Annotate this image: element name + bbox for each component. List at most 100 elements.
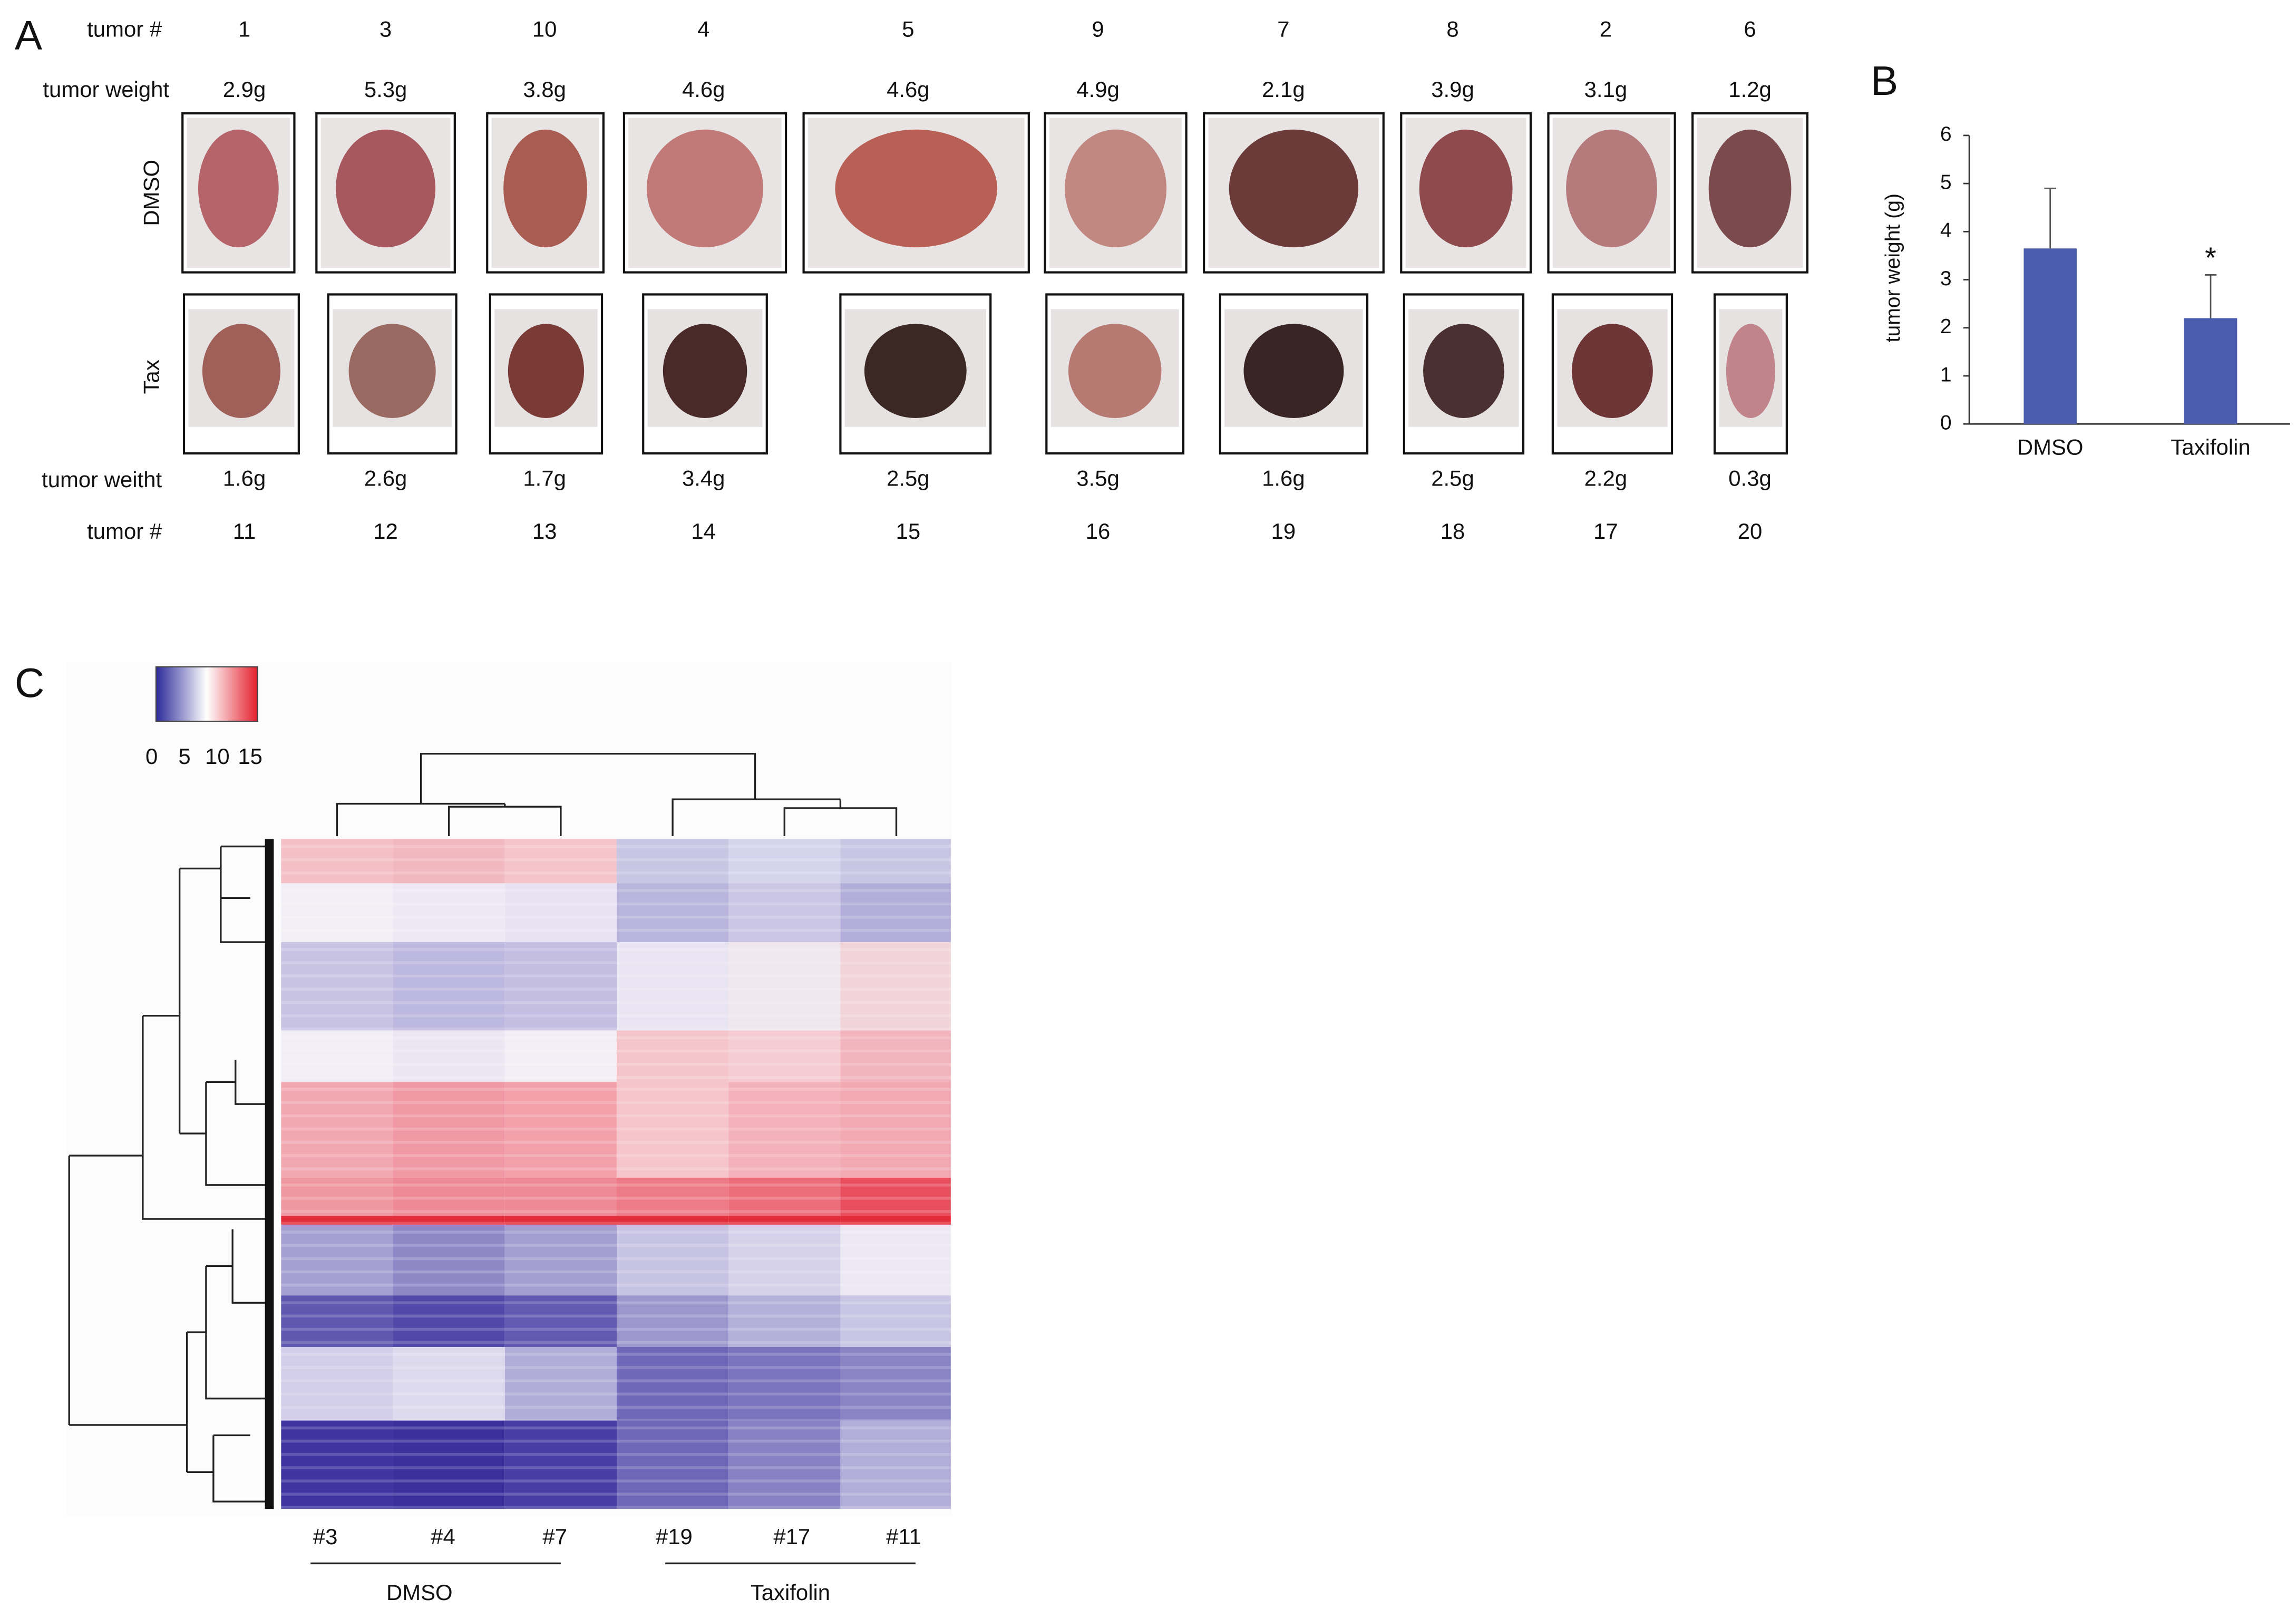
heatmap-stripe (840, 1270, 951, 1274)
heatmap-band (504, 942, 617, 1031)
heatmap-stripe (616, 948, 729, 951)
tumor-weight: 1.6g (1262, 466, 1305, 490)
heatmap-stripe (504, 1453, 617, 1456)
heatmap-stripe (393, 1154, 505, 1157)
heatmap-stripe (840, 1028, 951, 1031)
tumor-weight: 2.5g (1431, 466, 1474, 490)
heatmap-stripe (840, 845, 951, 848)
heatmap-stripe (728, 1453, 841, 1456)
tumor-photo-frame (486, 112, 605, 274)
y-axis-label: tumor weight (g) (1882, 193, 1904, 342)
heatmap-stripe (616, 871, 729, 875)
colorbar-tick-label: 15 (238, 744, 262, 769)
heatmap-stripe (393, 1341, 505, 1344)
tumor-number: 10 (532, 17, 557, 42)
heatmap-stripe (281, 1167, 393, 1170)
heatmap-stripe (393, 1392, 505, 1396)
heatmap-stripe (281, 1492, 393, 1496)
heatmap-stripe (840, 858, 951, 861)
heatmap-band (281, 1295, 393, 1347)
heatmap-stripe (840, 1036, 951, 1040)
heatmap-stripe (616, 1453, 729, 1456)
heatmap-stripe (281, 1479, 393, 1482)
heatmap-stripe (728, 1049, 841, 1053)
heatmap-band (393, 1225, 505, 1296)
tumor-photo (646, 129, 764, 248)
heatmap-stripe (728, 889, 841, 893)
tumor-weight: 3.4g (682, 466, 725, 490)
heatmap-band (840, 1420, 951, 1509)
heatmap-stripe (281, 1466, 393, 1469)
tumor-number: 4 (697, 17, 709, 42)
heatmap-stripe (281, 987, 393, 991)
heatmap-band (616, 1295, 729, 1347)
heatmap-stripe (728, 1301, 841, 1304)
heatmap-stripe (281, 1141, 393, 1144)
heatmap-stripe (281, 1230, 393, 1234)
heatmap-stripe (840, 902, 951, 906)
heatmap-stripe (728, 1439, 841, 1443)
row-label: tumor weitht (42, 467, 162, 492)
heatmap-stripe (616, 1379, 729, 1382)
heatmap-stripe (840, 948, 951, 951)
tumor-photo-frame (327, 293, 458, 455)
heatmap-stripe (281, 1244, 393, 1247)
tumor-weight: 4.9g (1076, 77, 1120, 102)
heatmap-stripe (728, 1036, 841, 1040)
heatmap-band (504, 1216, 617, 1225)
heatmap-stripe (616, 1014, 729, 1017)
heatmap-band (616, 1030, 729, 1082)
heatmap-stripe (840, 1379, 951, 1382)
heatmap-stripe (504, 1466, 617, 1469)
colorbar (155, 666, 258, 722)
heatmap-stripe (281, 858, 393, 861)
tumor-photo (835, 129, 998, 248)
heatmap-stripe (616, 1270, 729, 1274)
tumor-photo (336, 129, 436, 248)
heatmap-stripe (840, 889, 951, 893)
heatmap-stripe (840, 1366, 951, 1369)
heatmap-stripe (393, 845, 505, 848)
heatmap-stripe (840, 974, 951, 978)
heatmap-stripe (728, 1197, 841, 1200)
heatmap-stripe (616, 1210, 729, 1213)
heatmap-band (393, 1295, 505, 1347)
heatmap-stripe (840, 1466, 951, 1469)
tumor-number: 8 (1446, 17, 1458, 42)
heatmap-stripe (393, 1479, 505, 1482)
heatmap-stripe (728, 1014, 841, 1017)
heatmap-stripe (504, 858, 617, 861)
heatmap-stripe (393, 1379, 505, 1382)
column-label: #3 (313, 1524, 338, 1549)
heatmap-stripe (504, 1141, 617, 1144)
heatmap-stripe (616, 961, 729, 964)
tumor-photo-frame (1045, 293, 1185, 455)
heatmap-stripe (281, 1076, 393, 1079)
heatmap-stripe (504, 1063, 617, 1066)
heatmap-stripe (281, 1314, 393, 1318)
heatmap-stripe (840, 1301, 951, 1304)
tumor-number: 9 (1092, 17, 1104, 42)
tumor-photo (348, 324, 436, 419)
heatmap-stripe (504, 1492, 617, 1496)
heatmap-stripe (393, 1270, 505, 1274)
tumor-number: 3 (380, 17, 392, 42)
heatmap-stripe (504, 1353, 617, 1356)
heatmap-band (840, 1082, 951, 1178)
heatmap-band (393, 942, 505, 1031)
heatmap (281, 839, 951, 1509)
heatmap-stripe (393, 1036, 505, 1040)
y-tick-label: 2 (1940, 315, 1952, 338)
heatmap-stripe (616, 1466, 729, 1469)
heatmap-stripe (504, 961, 617, 964)
heatmap-band (616, 1082, 729, 1178)
tumor-photo-frame (181, 112, 296, 274)
heatmap-stripe (504, 1036, 617, 1040)
heatmap-stripe (616, 902, 729, 906)
heatmap-stripe (840, 1001, 951, 1004)
heatmap-stripe (504, 1049, 617, 1053)
tumor-photo (663, 324, 747, 419)
heatmap-band (504, 1420, 617, 1509)
heatmap-band (728, 1295, 841, 1347)
